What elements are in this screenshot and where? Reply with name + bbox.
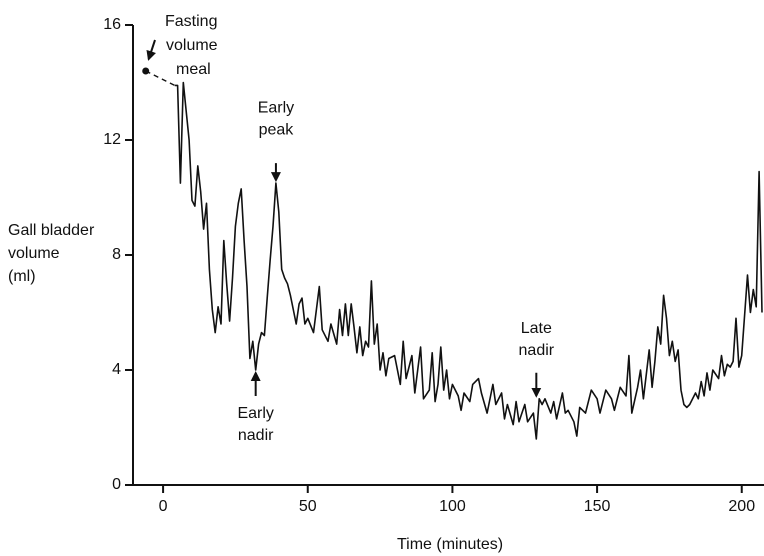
x-tick-label: 100 — [439, 498, 466, 515]
y-axis-label: volume — [8, 245, 60, 262]
annotation: Late — [521, 320, 552, 337]
fasting-point — [142, 67, 150, 75]
x-tick-label: 150 — [584, 498, 611, 515]
y-axis-label: Gall bladder — [8, 222, 95, 239]
annotation: Early — [237, 405, 273, 422]
y-axis-label: (ml) — [8, 268, 36, 285]
y-tick-label: 4 — [112, 361, 121, 378]
annotation-arrow — [146, 39, 156, 61]
y-tick-label: 12 — [103, 131, 121, 148]
annotation: nadir — [519, 342, 555, 359]
annotation: meal — [176, 61, 211, 78]
annotation: Fasting — [165, 13, 217, 30]
annotation: peak — [259, 121, 295, 138]
annotation: volume — [166, 37, 218, 54]
data-line — [174, 81, 763, 440]
x-axis-label: Time (minutes) — [397, 536, 503, 553]
annotation: nadir — [238, 427, 274, 444]
x-tick-label: 200 — [728, 498, 755, 515]
connector — [145, 70, 175, 87]
y-tick-label: 16 — [103, 16, 121, 33]
x-tick-label: 0 — [159, 498, 168, 515]
annotation: Early — [258, 99, 294, 116]
y-tick-label: 0 — [112, 476, 121, 493]
y-tick-label: 8 — [112, 246, 121, 263]
x-tick-label: 50 — [299, 498, 317, 515]
